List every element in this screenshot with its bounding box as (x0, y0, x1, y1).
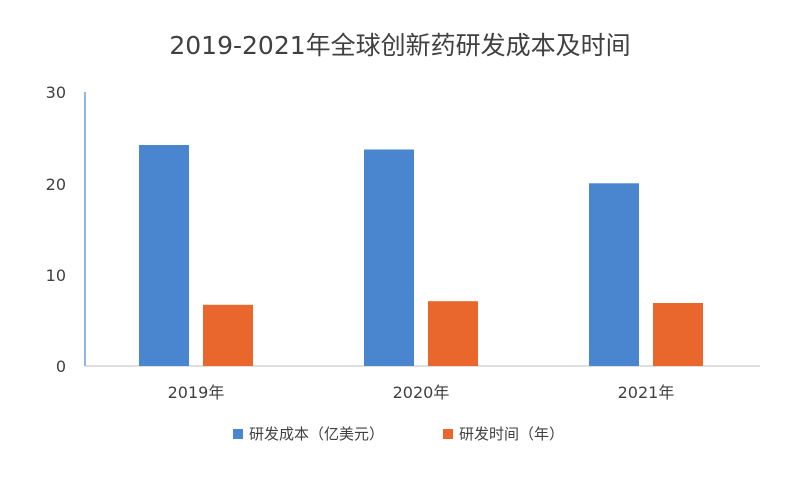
y-ticks: 30 20 10 0 (46, 83, 66, 376)
legend-swatch-time (443, 429, 453, 439)
axes (84, 92, 760, 367)
bar-cost-1 (364, 149, 414, 366)
x-ticks: 2019年 2020年 2021年 (168, 383, 675, 402)
x-tick-label: 2019年 (168, 383, 225, 402)
y-tick-label: 30 (46, 83, 66, 102)
legend-swatch-cost (233, 429, 243, 439)
y-tick-label: 10 (46, 266, 66, 285)
chart-title: 2019-2021年全球创新药研发成本及时间 (169, 31, 630, 60)
bars (139, 145, 703, 366)
legend-label-cost: 研发成本（亿美元） (249, 425, 384, 443)
bar-time-0 (203, 304, 253, 366)
y-tick-label: 0 (56, 357, 66, 376)
bar-time-1 (428, 301, 478, 366)
legend-label-time: 研发时间（年） (459, 425, 564, 443)
x-tick-label: 2020年 (393, 383, 450, 402)
x-tick-label: 2021年 (618, 383, 675, 402)
bar-cost-2 (589, 183, 639, 366)
bar-time-2 (653, 303, 703, 366)
y-tick-label: 20 (46, 175, 66, 194)
legend: 研发成本（亿美元） 研发时间（年） (233, 425, 564, 443)
bar-cost-0 (139, 145, 189, 366)
